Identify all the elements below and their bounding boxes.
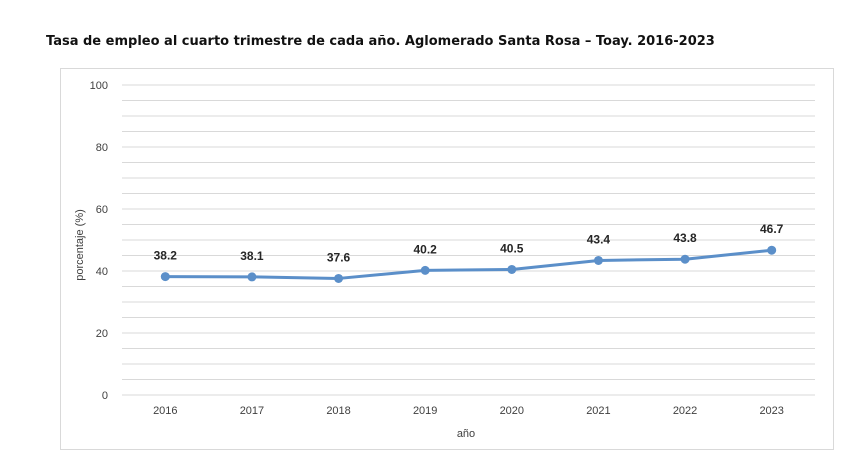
data-label: 38.1: [240, 249, 264, 263]
y-axis-label: porcentaje (%): [74, 209, 86, 281]
y-tick-label: 100: [90, 80, 108, 92]
x-tick-label: 2018: [326, 405, 350, 417]
data-point: [507, 264, 517, 274]
data-point: [247, 272, 257, 282]
series-line: [160, 245, 777, 283]
data-label: 38.2: [154, 249, 178, 263]
x-tick-label: 2019: [413, 405, 437, 417]
y-axis-ticks: 0 20 40 60 80 100: [90, 80, 108, 402]
series-polyline: [165, 248, 772, 280]
data-labels: 38.2 38.1 37.6 40.2 40.5 43.4 43.8 46.7: [154, 222, 784, 264]
data-label: 46.7: [760, 222, 784, 236]
y-tick-label: 0: [102, 390, 108, 402]
x-tick-label: 2016: [153, 405, 177, 417]
x-axis-label: año: [457, 428, 475, 440]
y-tick-label: 80: [96, 142, 108, 154]
y-tick-label: 40: [96, 266, 108, 278]
data-point: [680, 254, 690, 264]
x-tick-label: 2023: [759, 405, 783, 417]
y-tick-label: 20: [96, 328, 108, 340]
data-label: 43.4: [587, 232, 611, 246]
x-tick-label: 2020: [500, 405, 524, 417]
y-tick-label: 60: [96, 204, 108, 216]
chart-title: Tasa de empleo al cuarto trimestre de ca…: [46, 34, 715, 49]
x-tick-label: 2021: [586, 405, 610, 417]
data-point: [593, 255, 603, 265]
chart-frame: [60, 68, 834, 450]
data-point: [420, 265, 430, 275]
x-axis-ticks: 2016 2017 2018 2019 2020 2021 2022 2023: [153, 405, 784, 417]
data-point: [160, 272, 170, 282]
x-tick-label: 2022: [673, 405, 697, 417]
data-point: [767, 245, 777, 255]
data-label: 43.8: [673, 231, 697, 245]
gridlines: [122, 84, 815, 396]
x-tick-label: 2017: [240, 405, 264, 417]
data-point: [334, 273, 344, 283]
data-label: 37.6: [327, 250, 351, 264]
data-label: 40.5: [500, 241, 524, 255]
data-label: 40.2: [414, 242, 438, 256]
